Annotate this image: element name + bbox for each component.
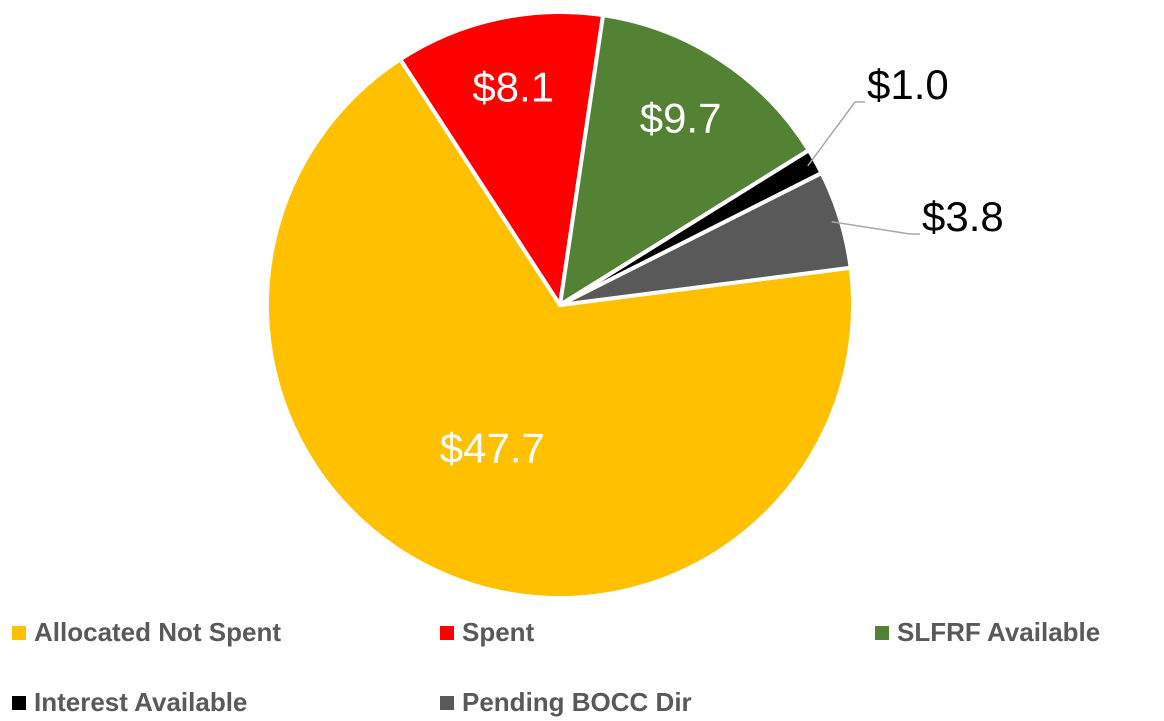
value-label: $47.7 — [440, 424, 545, 471]
legend-label: Interest Available — [34, 687, 247, 717]
value-label: $8.1 — [472, 63, 554, 110]
legend-swatch — [12, 696, 26, 710]
legend-label: Spent — [462, 617, 535, 647]
value-label: $9.7 — [640, 94, 722, 141]
legend-swatch — [12, 626, 26, 640]
legend-swatch — [440, 696, 454, 710]
leader-line — [807, 101, 865, 167]
leader-line — [831, 221, 920, 235]
pie-slice — [398, 10, 606, 307]
legend-swatch — [875, 626, 889, 640]
legend-label: Pending BOCC Dir — [462, 687, 692, 717]
legend-swatch — [440, 626, 454, 640]
legend-label: SLFRF Available — [897, 617, 1100, 647]
value-label: $1.0 — [867, 61, 949, 108]
value-label: $3.8 — [922, 193, 1004, 240]
pie-slice — [558, 13, 811, 307]
pie-slice — [558, 171, 853, 307]
pie-slice — [265, 57, 855, 600]
legend-label: Allocated Not Spent — [34, 617, 281, 647]
